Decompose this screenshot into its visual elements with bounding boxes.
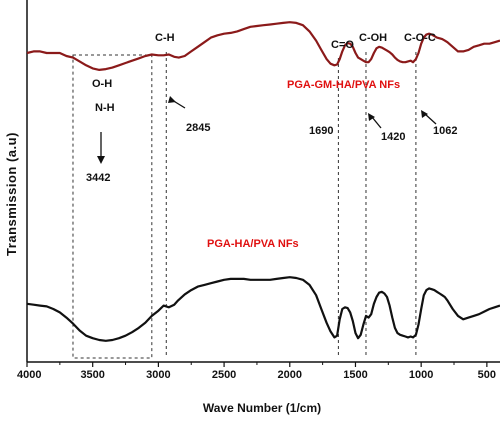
arrow-3442-head xyxy=(97,156,105,164)
annotation-ch: C-H xyxy=(155,32,175,44)
series-label-pga-ha: PGA-HA/PVA NFs xyxy=(207,238,299,250)
annotation-coh: C-OH xyxy=(359,32,387,44)
annotation-1420: 1420 xyxy=(381,131,405,143)
series-line-0 xyxy=(26,21,500,71)
annotation-1062: 1062 xyxy=(433,125,457,137)
x-tick-label: 3500 xyxy=(80,369,104,381)
arrow-1062 xyxy=(424,113,437,125)
x-tick-label: 1500 xyxy=(343,369,367,381)
annotation-3442: 3442 xyxy=(86,172,110,184)
annotation-coc: C-O-C xyxy=(404,32,436,44)
plot-area: 4000 3500 3000 2500 2000 1500 1000 500 xyxy=(17,0,500,381)
annotation-co-double: C=O xyxy=(331,39,354,51)
arrow-1420 xyxy=(371,116,382,129)
x-tick-label: 2500 xyxy=(212,369,236,381)
y-axis-label: Transmission (a.u) xyxy=(4,132,19,256)
x-axis-label: Wave Number (1/cm) xyxy=(203,401,321,415)
oh-nh-dashed-box xyxy=(72,54,153,359)
annotation-2845: 2845 xyxy=(186,122,210,134)
annotation-oh: O-H xyxy=(92,78,112,90)
annotation-nh: N-H xyxy=(95,102,115,114)
arrow-1420-head xyxy=(368,113,375,121)
x-tick-label: 500 xyxy=(478,369,496,381)
arrow-1062-head xyxy=(421,110,428,118)
x-tick-label: 3000 xyxy=(146,369,170,381)
x-tick-label: 4000 xyxy=(17,369,41,381)
x-tick-label: 1000 xyxy=(409,369,433,381)
arrow-2845-head xyxy=(168,96,176,103)
x-tick-label: 2000 xyxy=(278,369,302,381)
annotation-1690: 1690 xyxy=(309,125,333,137)
series-line-1 xyxy=(26,276,500,342)
series-label-pga-gm-ha: PGA-GM-HA/PVA NFs xyxy=(287,79,400,91)
